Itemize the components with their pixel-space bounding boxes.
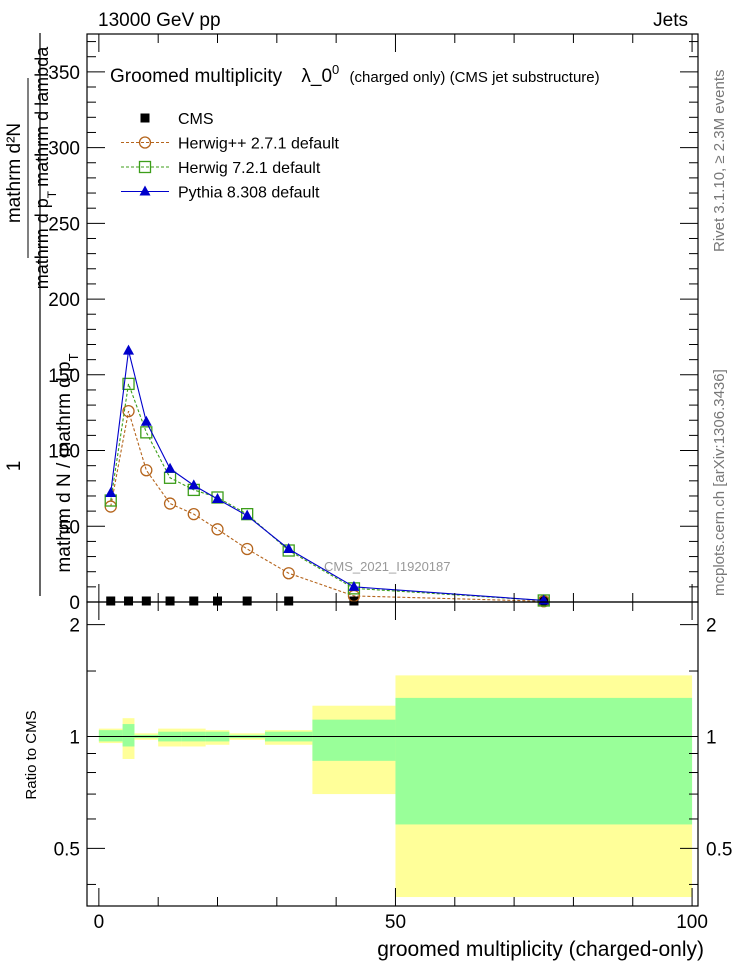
herwigpp-marker xyxy=(241,542,254,556)
ratio-ytick-label-left: 1 xyxy=(69,727,80,748)
ratio-ylabel: Ratio to CMS xyxy=(23,710,40,799)
herwigpp-marker xyxy=(140,464,153,477)
main-ytick-label: 100 xyxy=(48,442,80,463)
pythia-marker xyxy=(140,415,152,426)
main-ytick-label: 300 xyxy=(48,139,80,160)
cms-marker xyxy=(165,596,175,606)
xtick-label: 0 xyxy=(94,912,105,933)
pythia-marker xyxy=(123,344,135,355)
plot-title: Groomed multiplicity λ_00 (charged only)… xyxy=(110,58,600,87)
ratio-ytick-label-left: 2 xyxy=(69,616,80,637)
cms-marker xyxy=(141,596,151,606)
legend: CMS Herwig++ 2.7.1 default Herwig 7.2.1 de… xyxy=(121,111,340,202)
legend-label: Herwig 7.2.1 default xyxy=(178,160,321,177)
series-line-3 xyxy=(110,350,544,602)
herwigpp-marker xyxy=(122,405,135,418)
ratio-inner-band xyxy=(122,724,135,747)
mcplots-label: mcplots.cern.ch [arXiv:1306.3436] xyxy=(711,369,728,596)
cms-marker xyxy=(242,596,252,606)
herwigpp-marker xyxy=(138,136,152,149)
main-ytick-label: 50 xyxy=(59,517,80,538)
ylabel-numerator: mathrm d²N xyxy=(4,123,25,223)
ratio-ytick-label-right: 2 xyxy=(706,616,717,637)
ylabel-prefix: 1 xyxy=(4,461,25,472)
main-ylabel: 1 mathrm d N / mathrm d pT mathrm d²N ma… xyxy=(4,33,81,596)
ratio-ytick-label-right: 0.5 xyxy=(706,839,732,860)
main-ytick-label: 150 xyxy=(48,366,80,387)
herwigpp-marker xyxy=(163,497,177,510)
cms-marker xyxy=(189,596,199,606)
pythia-marker xyxy=(164,462,176,473)
ratio-inner-band xyxy=(98,730,123,742)
pythia-marker xyxy=(139,185,151,196)
ratio-axes: 0.5 0.5 1 1 2 2 0 50 100 xyxy=(54,601,732,933)
xtick-label: 50 xyxy=(385,912,406,933)
ratio-inner-band xyxy=(312,719,396,761)
title-sup: 0 xyxy=(332,62,339,77)
herwigpp-marker xyxy=(187,507,200,521)
legend-label: Pythia 8.308 default xyxy=(178,185,320,202)
main-ytick-label: 250 xyxy=(48,214,80,235)
ratio-ytick-label-left: 0.5 xyxy=(54,839,80,860)
x-axis-label: groomed multiplicity (charged-only) xyxy=(377,938,704,961)
cms-marker xyxy=(124,596,134,606)
pythia-marker xyxy=(105,486,117,497)
cms-marker xyxy=(106,596,116,606)
pythia-marker xyxy=(188,479,200,490)
header-left: 13000 GeV pp xyxy=(98,10,221,31)
cms-marker xyxy=(284,596,294,606)
pythia-marker xyxy=(283,542,295,553)
pythia-marker xyxy=(212,493,224,504)
ylabel-den: mathrm d N / mathrm d p xyxy=(54,361,75,572)
herwigpp-marker xyxy=(211,523,224,536)
header-right: Jets xyxy=(653,10,688,31)
pythia-marker xyxy=(241,509,253,520)
ratio-inner-band xyxy=(395,697,693,825)
legend-label: CMS xyxy=(178,111,214,128)
ylabel-num-den-sub: T xyxy=(45,190,59,198)
main-ytick-label: 0 xyxy=(69,593,80,614)
cms-marker xyxy=(140,113,150,123)
pythia-marker xyxy=(348,580,360,591)
ylabel-num-den: mathrm d p xyxy=(32,198,52,289)
ylabel-den-sub: T xyxy=(66,353,81,361)
ylabel-denominator: mathrm d N / mathrm d pT xyxy=(54,353,81,572)
herwigpp-marker xyxy=(282,567,295,580)
main-series-layer xyxy=(104,344,550,608)
main-ytick-label: 200 xyxy=(48,290,80,311)
rivet-label: Rivet 3.1.10, ≥ 2.3M events xyxy=(711,70,728,253)
herwig7-marker xyxy=(122,377,135,391)
ratio-ytick-label-right: 1 xyxy=(706,727,717,748)
legend-label: Herwig++ 2.7.1 default xyxy=(178,136,340,153)
series-line-1 xyxy=(110,410,544,602)
main-ytick-label: 350 xyxy=(48,63,80,84)
title-lambda: λ_0 xyxy=(301,66,332,87)
herwig7-marker xyxy=(138,160,152,174)
title-rest: (charged only) (CMS jet substructure) xyxy=(350,69,600,86)
ylabel-num-denominator: mathrm d pTmathrm d lambda xyxy=(32,46,59,289)
title-main: Groomed multiplicity xyxy=(110,66,283,87)
ylabel-num-den-rest: mathrm d lambda xyxy=(32,46,52,187)
analysis-watermark: CMS_2021_I1920187 xyxy=(324,559,451,574)
ratio-bands xyxy=(87,675,698,898)
xtick-label: 100 xyxy=(676,912,708,933)
